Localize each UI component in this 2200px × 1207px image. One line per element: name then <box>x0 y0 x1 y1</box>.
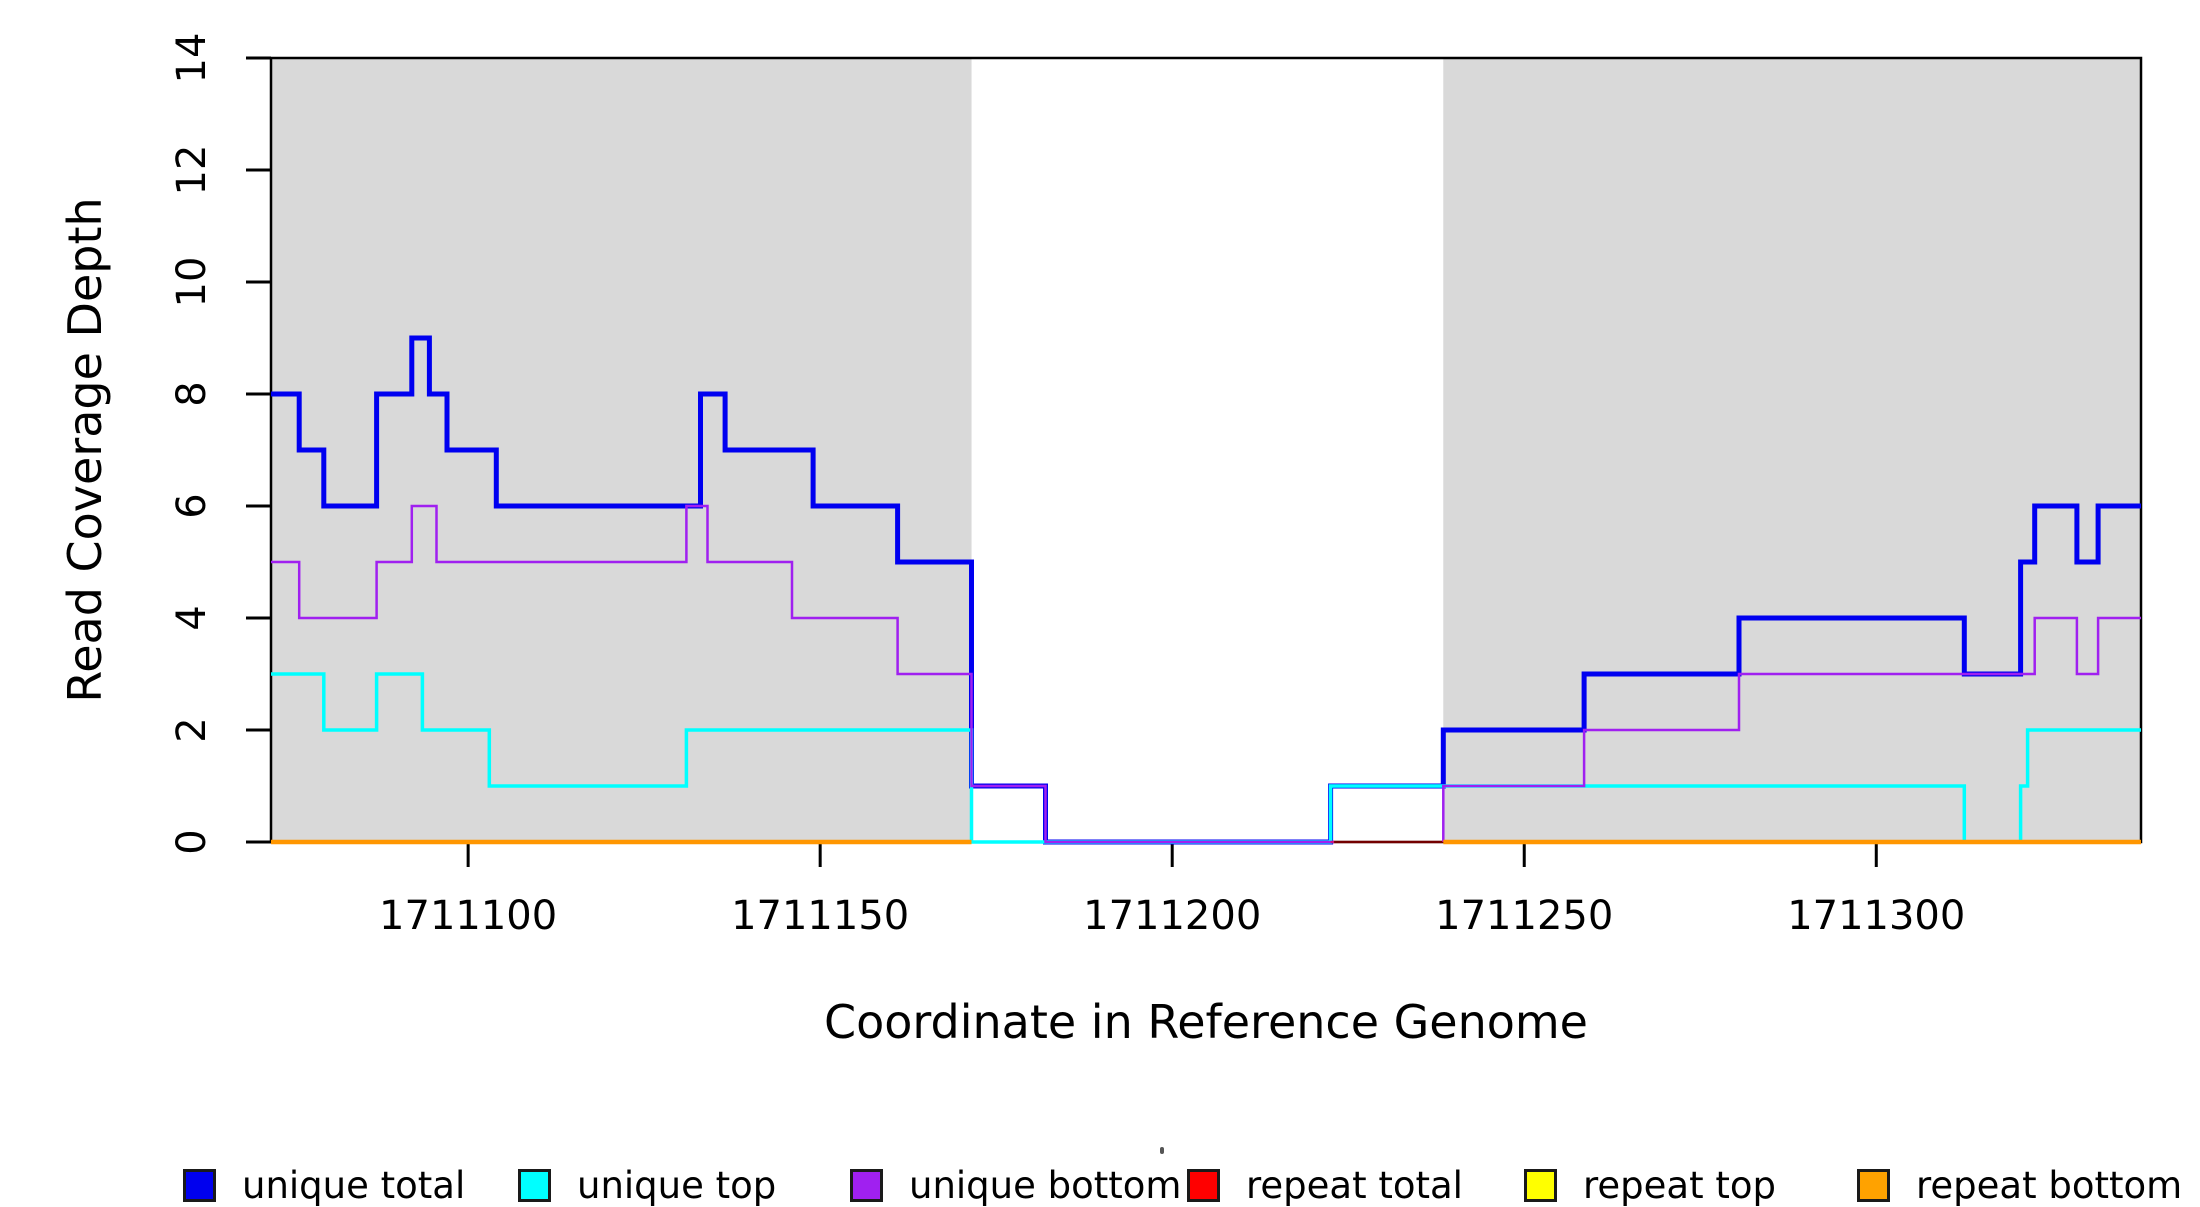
y-tick-label: 10 <box>169 257 215 308</box>
x-tick-label: 1711200 <box>1083 893 1261 939</box>
x-axis-title: Coordinate in Reference Genome <box>824 995 1588 1049</box>
shaded-region <box>1443 58 2141 842</box>
series-unique-top <box>271 672 2141 844</box>
stray-mark <box>1160 1147 1164 1154</box>
y-tick-label: 14 <box>169 33 215 84</box>
series-unique-total <box>271 335 2141 845</box>
y-tick-label: 2 <box>169 717 215 742</box>
y-tick-label: 0 <box>169 829 215 854</box>
x-tick-label: 1711100 <box>379 893 557 939</box>
y-tick-label: 12 <box>169 145 215 196</box>
y-tick-label: 6 <box>169 493 215 518</box>
x-tick-label: 1711300 <box>1787 893 1965 939</box>
y-tick-label: 4 <box>169 605 215 630</box>
series-unique-bottom <box>271 504 2141 844</box>
x-tick-label: 1711250 <box>1435 893 1613 939</box>
x-tick-label: 1711150 <box>731 893 909 939</box>
y-axis-title: Read Coverage Depth <box>58 197 112 703</box>
shaded-region <box>271 58 972 842</box>
y-tick-label: 8 <box>169 381 215 406</box>
